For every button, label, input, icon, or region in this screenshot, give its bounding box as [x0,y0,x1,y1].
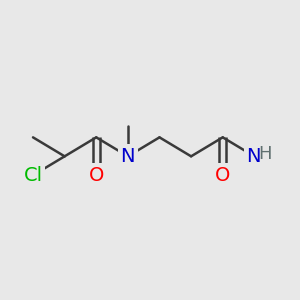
Text: H: H [258,145,272,163]
Text: Cl: Cl [23,166,43,185]
Text: N: N [121,147,135,166]
Text: O: O [88,166,104,185]
Text: O: O [215,166,230,185]
Text: N: N [246,147,260,166]
